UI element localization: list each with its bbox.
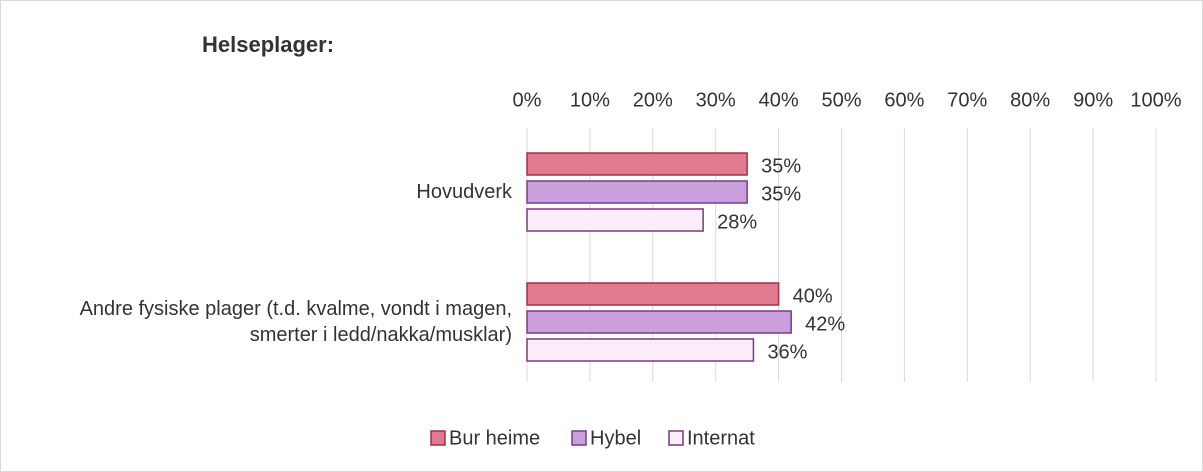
data-label: 28% <box>717 211 757 233</box>
data-label: 36% <box>767 341 807 363</box>
x-tick-label: 50% <box>821 89 861 111</box>
x-tick-label: 20% <box>633 89 673 111</box>
data-label: 35% <box>761 155 801 177</box>
x-tick-label: 10% <box>570 89 610 111</box>
legend-label: Internat <box>687 427 755 449</box>
bar <box>526 310 792 334</box>
data-label: 35% <box>761 183 801 205</box>
legend-swatch <box>571 430 587 446</box>
legend-swatch <box>430 430 446 446</box>
bar <box>526 282 780 306</box>
bar <box>526 208 704 232</box>
legend-swatch <box>668 430 684 446</box>
legend-label: Hybel <box>590 427 641 449</box>
bar <box>526 338 755 362</box>
x-tick-label: 0% <box>513 89 542 111</box>
x-tick-label: 30% <box>696 89 736 111</box>
data-label: 42% <box>805 313 845 335</box>
category-label: Andre fysiske plager (t.d. kvalme, vondt… <box>79 298 512 346</box>
bar <box>526 180 748 204</box>
bar <box>526 152 748 176</box>
x-tick-label: 80% <box>1010 89 1050 111</box>
chart-title: Helseplager: <box>202 32 334 57</box>
data-label: 40% <box>793 285 833 307</box>
category-label: Hovudverk <box>416 181 512 203</box>
x-tick-label: 60% <box>884 89 924 111</box>
x-tick-label: 90% <box>1073 89 1113 111</box>
x-tick-label: 40% <box>759 89 799 111</box>
legend-label: Bur heime <box>449 427 540 449</box>
x-tick-label: 100% <box>1130 89 1181 111</box>
x-tick-label: 70% <box>947 89 987 111</box>
